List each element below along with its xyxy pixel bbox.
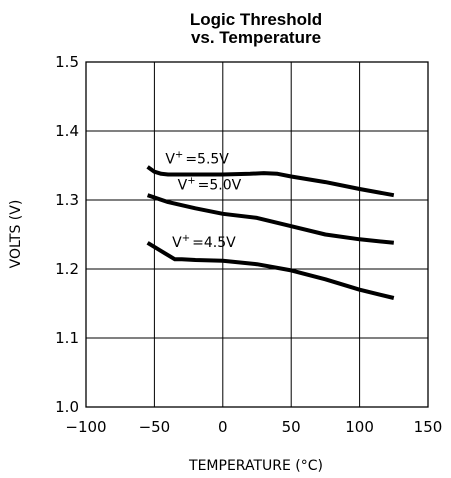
x-tick-label: 100 xyxy=(345,418,374,436)
x-tick-label: −100 xyxy=(65,418,106,436)
y-axis-label: VOLTS (V) xyxy=(8,200,24,269)
y-tick-label: 1.5 xyxy=(55,53,79,71)
y-tick-label: 1.2 xyxy=(55,260,79,278)
x-tick-label: −50 xyxy=(139,418,171,436)
series-label-1: V+ =5.5V xyxy=(165,149,229,167)
chart-title-line1: Logic Threshold xyxy=(190,10,322,29)
series-line-2 xyxy=(146,193,395,245)
plot-frame xyxy=(85,61,429,408)
series-line-3 xyxy=(146,241,395,300)
x-tick-labels: −100 −50 0 50 100 150 xyxy=(65,418,442,436)
series-line-1 xyxy=(146,165,395,198)
y-tick-label: 1.1 xyxy=(55,329,79,347)
y-tick-label: 1.4 xyxy=(55,122,79,140)
y-tick-label: 1.0 xyxy=(55,398,79,416)
x-tick-label: 150 xyxy=(414,418,443,436)
series-layer xyxy=(146,165,395,300)
series-annotations: V+ =5.5V V+ =5.0V V+ =4.5V xyxy=(165,149,241,250)
y-tick-labels: 1.0 1.1 1.2 1.3 1.4 1.5 xyxy=(55,53,79,416)
x-axis-label: TEMPERATURE (°C) xyxy=(188,458,323,474)
x-tick-label: 50 xyxy=(282,418,301,436)
chart-title-line2: vs. Temperature xyxy=(191,28,321,47)
grid xyxy=(86,62,428,407)
x-tick-label: 0 xyxy=(218,418,228,436)
series-label-3: V+ =4.5V xyxy=(172,233,236,251)
y-tick-label: 1.3 xyxy=(55,191,79,209)
series-label-2: V+ =5.0V xyxy=(178,176,242,194)
